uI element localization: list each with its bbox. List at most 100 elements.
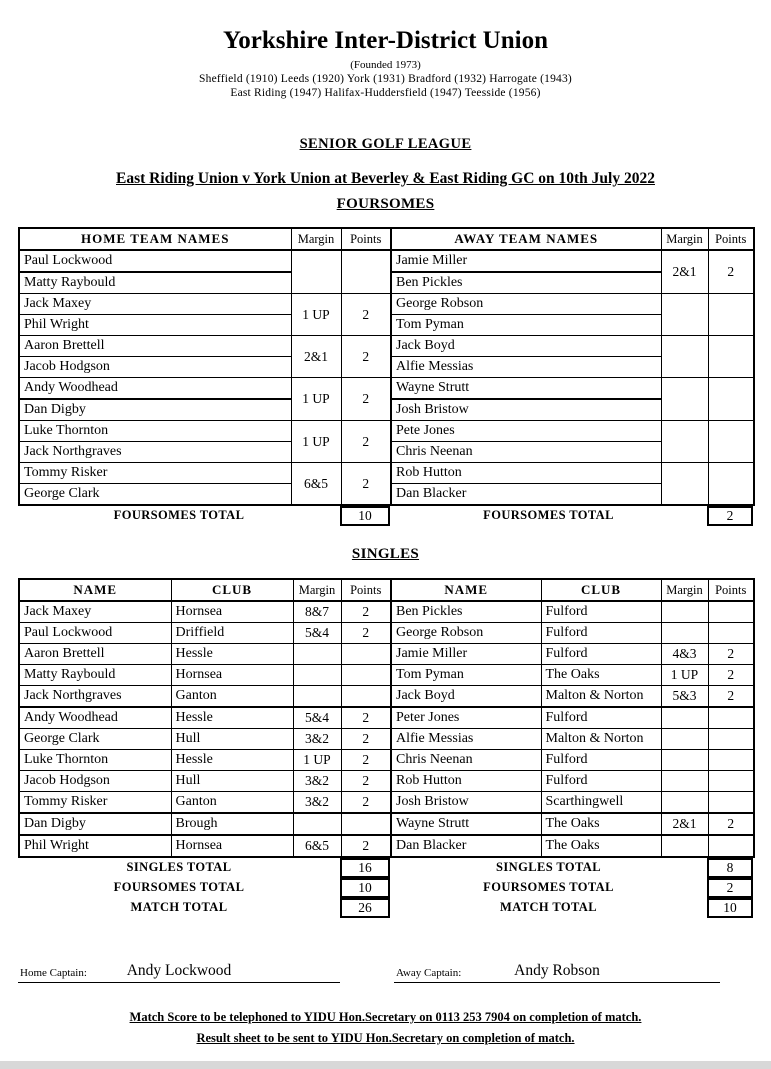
singles-away-club-header: CLUB	[540, 578, 662, 602]
captains-section: Home Captain: Andy Lockwood Away Captain…	[18, 956, 753, 984]
margin-cell	[292, 664, 342, 686]
margin-cell	[660, 728, 709, 750]
foursomes-row: Jack Northgraves Chris Neenan	[18, 441, 754, 463]
margin-cell: 6&5	[292, 834, 342, 858]
player-name-cell: Jack Boyd	[390, 335, 662, 357]
away-captain-name: Andy Robson	[514, 962, 600, 979]
home-captain-line: Home Captain: Andy Lockwood	[18, 956, 340, 983]
singles-total-value-away: 8	[707, 858, 753, 878]
player-name-cell: Aaron Brettell	[18, 643, 172, 665]
player-name-cell: Jacob Hodgson	[18, 770, 172, 792]
player-name-cell: George Clark	[18, 483, 292, 506]
founders-line-1: Sheffield (1910) Leeds (1920) York (1931…	[199, 73, 572, 85]
club-cell: Hornsea	[170, 664, 294, 686]
foursomes-row: Luke Thornton 1 UP 2 Pete Jones	[18, 420, 755, 463]
points-cell	[707, 600, 755, 623]
player-name-cell: Ben Pickles	[390, 600, 542, 623]
margin-cell	[660, 377, 709, 421]
points-cell	[707, 420, 755, 463]
foursomes-carry-label-away: FOURSOMES TOTAL	[483, 880, 614, 894]
points-cell	[340, 249, 392, 294]
foursomes-home-margin-header: Margin	[290, 227, 342, 251]
foursomes-table: HOME TEAM NAMES Margin Points AWAY TEAM …	[18, 227, 755, 506]
points-cell	[707, 377, 755, 421]
player-name-cell: Josh Bristow	[390, 791, 542, 814]
points-cell	[707, 728, 755, 750]
margin-cell: 1 UP	[290, 420, 342, 463]
points-cell: 2	[340, 622, 392, 644]
player-name-cell: Rob Hutton	[390, 462, 662, 484]
club-cell: Fulford	[540, 600, 662, 623]
singles-row: Jacob Hodgson Hull 3&2 2 Rob Hutton Fulford	[18, 770, 755, 792]
margin-cell	[660, 462, 709, 506]
player-name-cell: Dan Blacker	[390, 483, 662, 506]
points-cell: 2	[340, 600, 392, 623]
margin-cell: 3&2	[292, 728, 342, 750]
foursomes-row: Aaron Brettell 2&1 2 Jack Boyd	[18, 335, 755, 378]
points-cell: 2	[340, 462, 392, 506]
margin-cell: 1 UP	[660, 664, 709, 686]
points-cell: 2	[340, 293, 392, 336]
points-cell: 2	[707, 812, 755, 836]
margin-cell	[660, 600, 709, 623]
margin-cell: 2&1	[660, 812, 709, 836]
club-cell: Fulford	[540, 622, 662, 644]
foursomes-row: George Clark Dan Blacker	[18, 483, 754, 506]
match-total-value-away: 10	[707, 898, 753, 918]
result-sheet-page: Yorkshire Inter-District Union (Founded …	[0, 26, 771, 1069]
player-name-cell: Jack Maxey	[18, 293, 292, 315]
margin-cell	[660, 834, 709, 858]
player-name-cell: George Robson	[390, 293, 662, 315]
margin-cell: 3&2	[292, 791, 342, 814]
foursomes-total-row: FOURSOMES TOTAL 10 FOURSOMES TOTAL 2	[18, 506, 753, 526]
points-cell	[707, 791, 755, 814]
margin-cell	[660, 791, 709, 814]
margin-cell: 5&4	[292, 706, 342, 729]
margin-cell	[660, 706, 709, 729]
singles-row: Aaron Brettell Hessle Jamie Miller Fulford 4…	[18, 643, 755, 665]
player-name-cell: Chris Neenan	[390, 749, 542, 771]
margin-cell: 5&4	[292, 622, 342, 644]
player-name-cell: George Clark	[18, 728, 172, 750]
foursomes-heading: FOURSOMES	[336, 196, 435, 212]
club-cell: The Oaks	[540, 834, 662, 858]
margin-cell	[290, 249, 342, 294]
points-cell: 2	[340, 749, 392, 771]
player-name-cell: Jack Maxey	[18, 600, 172, 623]
points-cell: 2	[340, 728, 392, 750]
player-name-cell: Paul Lockwood	[18, 622, 172, 644]
player-name-cell: Tom Pyman	[390, 314, 662, 336]
margin-cell: 1 UP	[292, 749, 342, 771]
foursomes-header-row: HOME TEAM NAMES Margin Points AWAY TEAM …	[18, 227, 755, 251]
points-cell: 2	[340, 335, 392, 378]
club-cell: Fulford	[540, 749, 662, 771]
margin-cell: 1 UP	[290, 377, 342, 421]
margin-cell	[660, 420, 709, 463]
points-cell: 2	[340, 420, 392, 463]
club-cell: Malton & Norton	[540, 728, 662, 750]
singles-row: Jack Maxey Hornsea 8&7 2 Ben Pickles Fulford	[18, 600, 755, 623]
margin-cell: 1 UP	[290, 293, 342, 336]
player-name-cell: Matty Raybould	[18, 664, 172, 686]
foursomes-home-points-header: Points	[340, 227, 392, 251]
points-cell: 2	[707, 664, 755, 686]
margin-cell: 6&5	[290, 462, 342, 506]
foursomes-row: Tommy Risker 6&5 2 Rob Hutton	[18, 462, 755, 506]
player-name-cell: Jack Boyd	[390, 685, 542, 708]
player-name-cell: Rob Hutton	[390, 770, 542, 792]
singles-row: Paul Lockwood Driffield 5&4 2 George Robson F…	[18, 622, 755, 644]
singles-home-club-header: CLUB	[170, 578, 294, 602]
singles-away-margin-header: Margin	[660, 578, 709, 602]
singles-total-label-away: SINGLES TOTAL	[496, 860, 601, 874]
margin-cell	[660, 335, 709, 378]
player-name-cell: Chris Neenan	[390, 441, 662, 463]
foursomes-row: Andy Woodhead 1 UP 2 Wayne Strutt	[18, 377, 755, 421]
singles-heading: SINGLES	[351, 546, 420, 562]
margin-cell: 3&2	[292, 770, 342, 792]
foursomes-carry-value-away: 2	[707, 878, 753, 898]
foursomes-row: Jacob Hodgson Alfie Messias	[18, 356, 754, 378]
club-cell: Hessle	[170, 643, 294, 665]
singles-row: Matty Raybould Hornsea Tom Pyman The Oaks 1 …	[18, 664, 755, 686]
foursomes-away-points-header: Points	[707, 227, 755, 251]
points-cell	[340, 812, 392, 836]
